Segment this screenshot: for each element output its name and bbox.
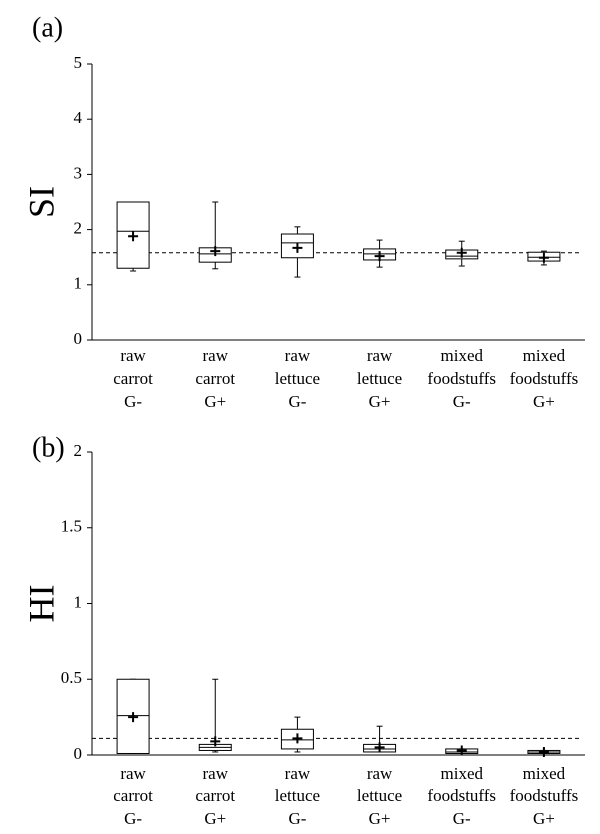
x-tick-label: foodstuffs xyxy=(510,786,579,805)
y-tick-label: 1.5 xyxy=(61,517,82,536)
y-tick-label: 0.5 xyxy=(61,668,82,687)
mean-marker xyxy=(374,251,385,262)
x-tick-label: G- xyxy=(124,809,142,828)
x-tick-label: mixed xyxy=(523,764,566,783)
x-tick-label: lettuce xyxy=(357,369,402,388)
x-tick-label: G+ xyxy=(369,392,391,411)
x-tick-label: raw xyxy=(203,346,229,365)
y-tick-label: 2 xyxy=(74,441,83,460)
x-tick-label: G+ xyxy=(369,809,391,828)
x-tick-label: foodstuffs xyxy=(510,369,579,388)
mean-marker xyxy=(538,252,549,263)
x-tick-label: carrot xyxy=(113,786,153,805)
y-axis-label: SI xyxy=(21,186,61,218)
mean-marker xyxy=(210,736,221,747)
x-tick-label: G- xyxy=(288,809,306,828)
x-tick-label: mixed xyxy=(441,764,484,783)
x-tick-label: mixed xyxy=(441,346,484,365)
y-axis-label: HI xyxy=(21,585,61,623)
mean-marker xyxy=(292,733,303,744)
panel-label: (a) xyxy=(32,12,63,43)
x-tick-label: raw xyxy=(120,346,146,365)
x-tick-label: raw xyxy=(120,764,146,783)
x-tick-label: G+ xyxy=(204,392,226,411)
y-tick-label: 4 xyxy=(74,108,83,127)
x-tick-label: carrot xyxy=(195,369,235,388)
x-tick-label: foodstuffs xyxy=(427,786,496,805)
x-tick-label: carrot xyxy=(195,786,235,805)
x-tick-label: G+ xyxy=(204,809,226,828)
x-tick-label: G+ xyxy=(533,809,555,828)
x-tick-label: lettuce xyxy=(357,786,402,805)
y-tick-label: 1 xyxy=(74,592,83,611)
mean-marker xyxy=(456,745,467,756)
mean-marker xyxy=(128,712,139,723)
mean-marker xyxy=(538,746,549,757)
mean-marker xyxy=(456,247,467,258)
y-tick-label: 0 xyxy=(74,744,83,763)
x-tick-label: lettuce xyxy=(275,786,320,805)
x-tick-label: G- xyxy=(453,392,471,411)
mean-marker xyxy=(292,242,303,253)
mean-marker xyxy=(128,231,139,242)
x-tick-label: raw xyxy=(285,346,311,365)
x-tick-label: G+ xyxy=(533,392,555,411)
x-tick-label: G- xyxy=(288,392,306,411)
x-tick-label: raw xyxy=(203,764,229,783)
x-tick-label: foodstuffs xyxy=(427,369,496,388)
panel-label: (b) xyxy=(32,432,65,463)
y-tick-label: 2 xyxy=(74,219,83,238)
x-tick-label: raw xyxy=(285,764,311,783)
y-tick-label: 5 xyxy=(74,53,83,72)
y-tick-label: 3 xyxy=(74,163,83,182)
x-tick-label: lettuce xyxy=(275,369,320,388)
y-tick-label: 1 xyxy=(74,274,83,293)
x-tick-label: raw xyxy=(367,764,393,783)
x-tick-label: G- xyxy=(124,392,142,411)
x-tick-label: carrot xyxy=(113,369,153,388)
x-tick-label: mixed xyxy=(523,346,566,365)
x-tick-label: raw xyxy=(367,346,393,365)
mean-marker xyxy=(210,246,221,257)
y-tick-label: 0 xyxy=(74,329,83,348)
mean-marker xyxy=(374,742,385,753)
x-tick-label: G- xyxy=(453,809,471,828)
